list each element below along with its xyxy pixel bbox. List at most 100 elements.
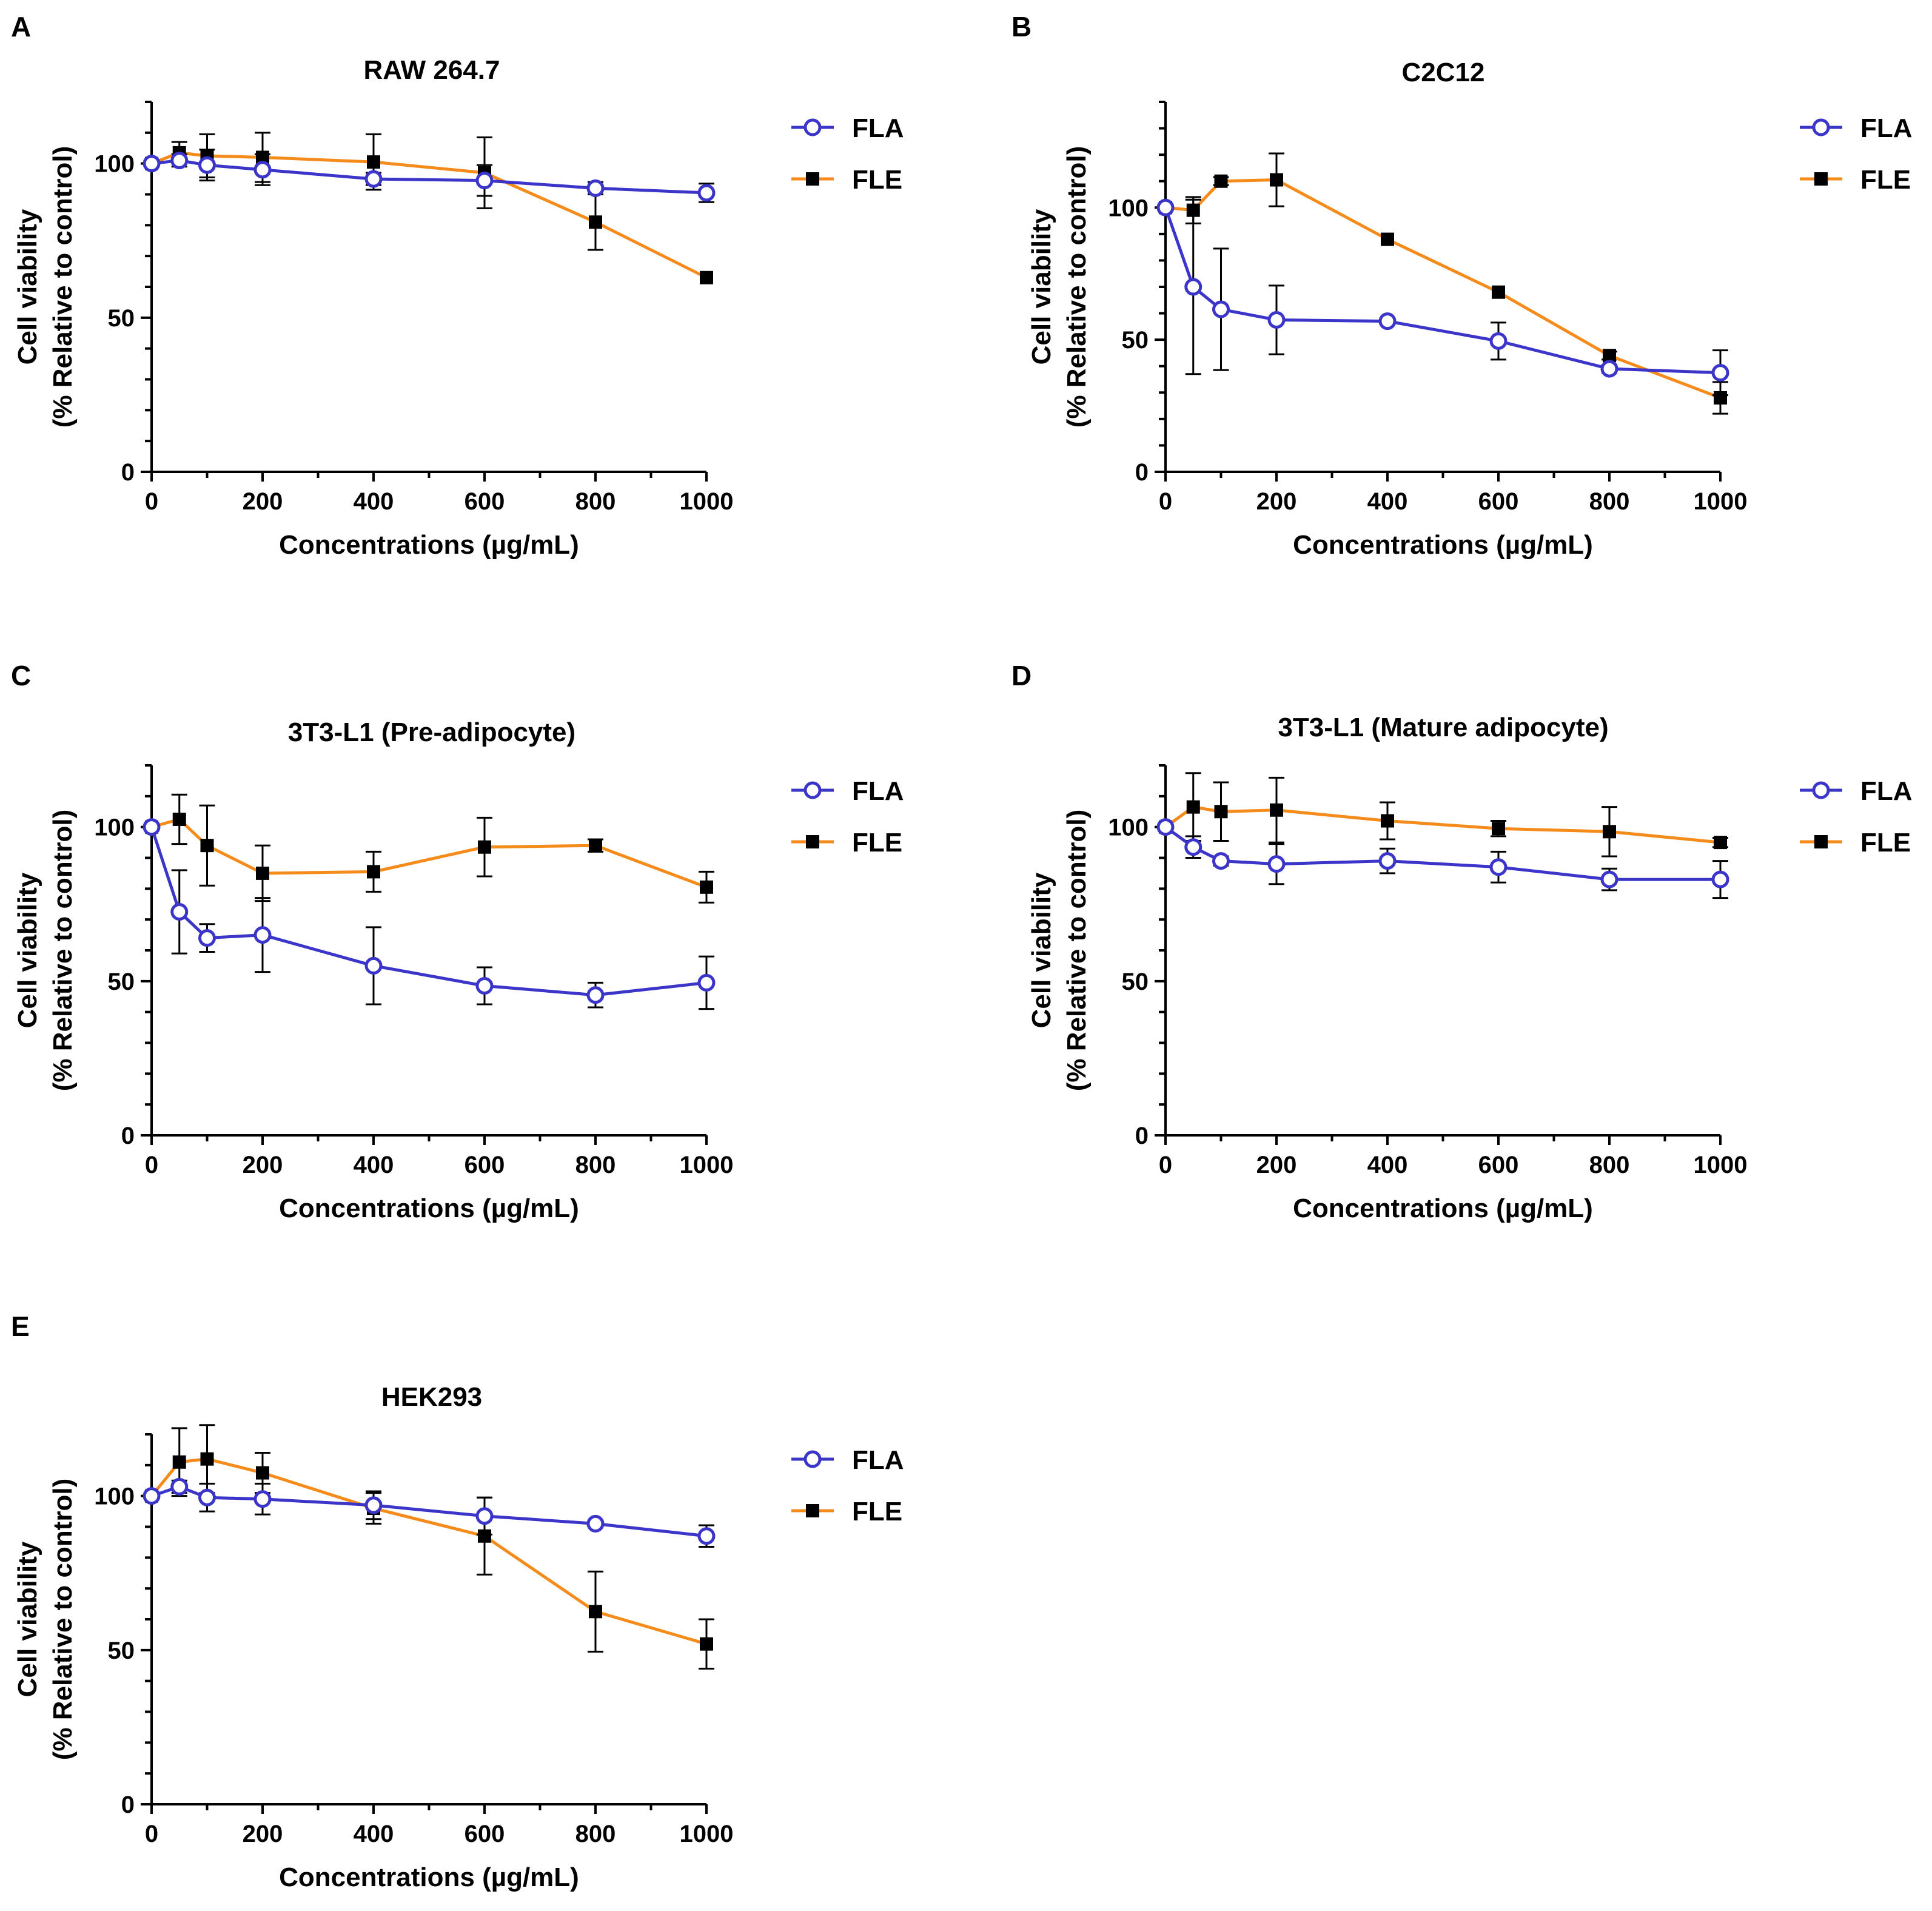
fla-marker-1	[170, 1477, 189, 1496]
y-tick-label: 50	[108, 1637, 135, 1664]
series-fla	[143, 149, 716, 203]
fla-marker-3	[1267, 311, 1286, 329]
series-line-fle	[151, 151, 708, 279]
panel-a: A RAW 264.7 0 200 400 600 800 1000 0 50 100 Concent…	[11, 11, 904, 560]
fle-marker-5	[1492, 822, 1505, 836]
y-axis-label-line-2: (% Relative to control)	[1062, 810, 1092, 1092]
x-axis-label: Concentrations (µg/mL)	[279, 1194, 579, 1223]
fla-marker-2	[198, 156, 216, 174]
legend-label-fle: FLE	[1860, 165, 1911, 195]
fle-marker-4	[367, 865, 380, 879]
panel-letter: D	[1011, 660, 1031, 691]
series-fla	[143, 818, 716, 1010]
fla-marker-1	[170, 152, 189, 170]
legend: FLA FLE	[1800, 113, 1913, 195]
legend-marker-fla	[803, 1450, 822, 1468]
x-tick-label: 0	[1159, 488, 1172, 515]
fle-marker-7	[700, 270, 713, 284]
fla-marker-2	[198, 929, 216, 947]
series-fle	[145, 132, 713, 284]
panel-e: E HEK293 0 200 400 600 800 1000 0 50 100 Concentrat…	[11, 1311, 904, 1892]
series-fle	[145, 793, 714, 904]
fle-marker-2	[1214, 805, 1228, 819]
x-tick-label: 1000	[680, 1821, 734, 1847]
x-tick-label: 400	[354, 488, 394, 515]
x-tick-label: 600	[465, 1821, 505, 1847]
x-axis-label: Concentrations (µg/mL)	[1293, 1194, 1593, 1223]
legend: FLA FLE	[791, 776, 904, 858]
fle-marker-2	[1214, 174, 1228, 188]
y-tick-label: 100	[94, 814, 135, 841]
x-tick-label: 0	[145, 488, 158, 515]
fla-marker-3	[253, 1490, 272, 1508]
fle-marker-7	[1714, 836, 1727, 850]
fla-marker-0	[143, 1487, 161, 1505]
x-tick-label: 0	[1159, 1152, 1172, 1178]
chart-title: C2C12	[1402, 58, 1485, 87]
y-axis-label: Cell viability (% Relative to control)	[1027, 810, 1092, 1092]
y-axis-label-line-1: Cell viability	[1027, 872, 1056, 1028]
fla-marker-3	[1267, 855, 1286, 873]
fle-marker-3	[256, 1466, 269, 1480]
fla-marker-6	[586, 179, 605, 197]
series-fla	[1156, 198, 1729, 397]
x-tick-label: 600	[1478, 1152, 1519, 1178]
legend-label-fla: FLA	[852, 113, 904, 143]
x-tick-label: 800	[1589, 1152, 1630, 1178]
fle-marker-7	[700, 1637, 713, 1651]
fla-marker-1	[1184, 278, 1202, 296]
series-line-fla	[1164, 207, 1721, 375]
legend-label-fla: FLA	[1860, 113, 1913, 143]
legend-marker-fle	[806, 172, 819, 186]
fla-marker-5	[475, 1507, 494, 1525]
series-line-fla	[151, 1485, 707, 1538]
fle-marker-6	[1603, 825, 1616, 839]
legend-label-fla: FLA	[852, 776, 904, 806]
legend-marker-fla	[1812, 781, 1830, 799]
fle-marker-4	[367, 155, 380, 169]
y-axis-label: Cell viability (% Relative to control)	[13, 146, 78, 428]
x-tick-label: 1000	[1694, 1152, 1748, 1178]
fla-marker-2	[1212, 852, 1230, 870]
fla-marker-4	[364, 1496, 383, 1514]
x-tick-label: 1000	[680, 1152, 734, 1178]
y-tick-label: 100	[1108, 195, 1149, 221]
series-line-fle	[150, 1457, 707, 1646]
x-tick-label: 400	[1367, 488, 1408, 515]
fle-marker-7	[700, 880, 713, 894]
chart-title: 3T3-L1 (Mature adipocyte)	[1278, 713, 1608, 742]
fla-marker-4	[1378, 312, 1397, 331]
y-axis-label: Cell viability (% Relative to control)	[13, 810, 78, 1092]
y-axis-label-line-2: (% Relative to control)	[48, 810, 78, 1092]
series-line-fle	[1165, 178, 1721, 400]
x-tick-label: 400	[1367, 1152, 1408, 1178]
chart-title: RAW 264.7	[364, 55, 500, 85]
legend-marker-fle	[1814, 835, 1828, 848]
fle-marker-1	[1186, 800, 1200, 814]
legend-marker-fle	[806, 835, 819, 848]
y-axis-label: Cell viability (% Relative to control)	[1027, 146, 1092, 428]
series-fla	[1156, 818, 1729, 899]
fle-marker-2	[200, 839, 214, 853]
fla-marker-6	[586, 1514, 605, 1533]
y-tick-label: 50	[1122, 327, 1149, 354]
fla-marker-0	[1156, 198, 1175, 217]
x-tick-label: 0	[145, 1152, 158, 1178]
y-axis-label-line-2: (% Relative to control)	[48, 1479, 78, 1761]
fle-marker-5	[478, 840, 491, 854]
y-axis-label-line-2: (% Relative to control)	[48, 146, 78, 428]
fla-marker-7	[1711, 870, 1729, 888]
fle-marker-4	[1381, 814, 1394, 828]
fle-marker-6	[1603, 349, 1616, 363]
fla-marker-0	[143, 818, 161, 836]
fla-marker-5	[1489, 332, 1508, 350]
x-tick-label: 200	[243, 1821, 283, 1847]
fla-marker-0	[1156, 818, 1175, 836]
fle-marker-1	[172, 812, 186, 826]
fle-marker-6	[589, 1605, 602, 1619]
x-tick-label: 600	[465, 1152, 505, 1178]
series-fla	[143, 1477, 716, 1548]
fla-marker-2	[1212, 300, 1230, 318]
fla-marker-0	[143, 155, 161, 173]
